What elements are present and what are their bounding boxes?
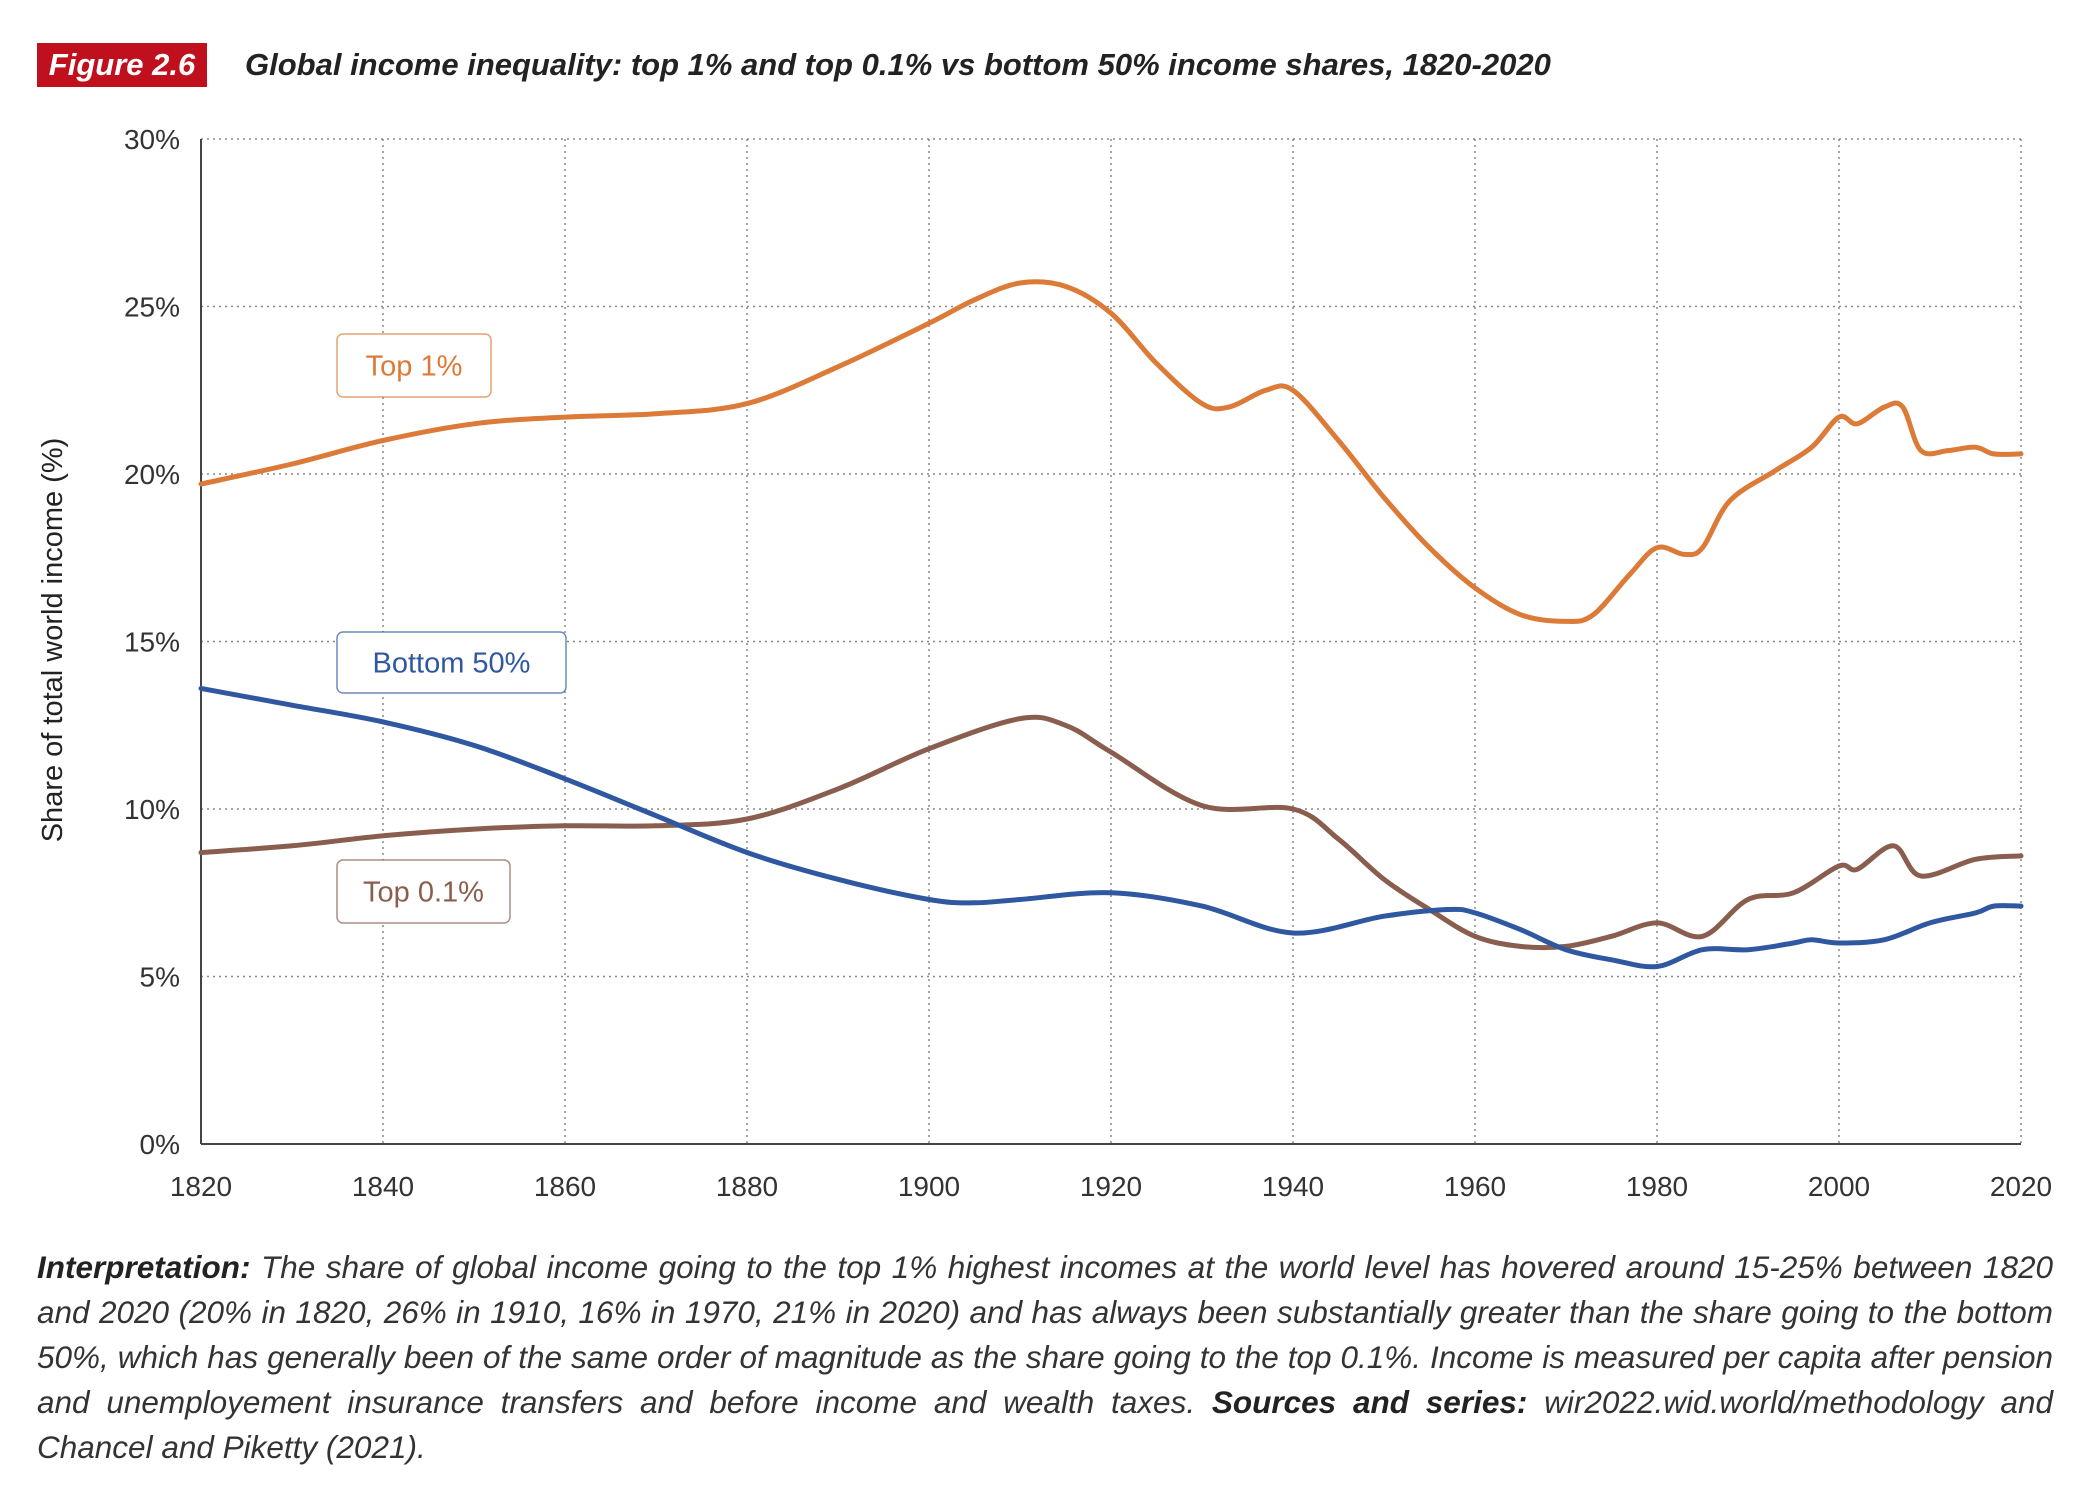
x-tick-label: 1980 <box>1626 1171 1688 1202</box>
y-tick-label: 10% <box>124 794 180 825</box>
x-tick-label: 1840 <box>352 1171 414 1202</box>
series-line-top-1- <box>198 279 2024 624</box>
x-tick-label: 2020 <box>1990 1171 2052 1202</box>
series-label-top-1-: Top 1% <box>336 333 492 398</box>
figure-title: Global income inequality: top 1% and top… <box>245 47 1551 82</box>
y-tick-label: 5% <box>140 962 180 993</box>
sources-label: Sources and series: <box>1211 1384 1528 1420</box>
series-line-bottom-50- <box>198 685 2024 970</box>
y-axis-label: Share of total world income (%) <box>37 438 69 843</box>
x-tick-label: 2000 <box>1808 1171 1870 1202</box>
x-tick-label: 1940 <box>1262 1171 1324 1202</box>
series-lines <box>198 279 2024 970</box>
interpretation-text: The share of global income going to the … <box>37 1249 2053 1420</box>
y-tick-label: 20% <box>124 459 180 490</box>
sources-text: wir2022.wid.world/methodology and Chance… <box>37 1384 2053 1465</box>
x-tick-label: 1860 <box>534 1171 596 1202</box>
y-tick-label: 30% <box>124 124 180 155</box>
svg-text:Top 0.1%: Top 0.1% <box>363 877 484 909</box>
interpretation-note: Interpretation: The share of global inco… <box>37 1245 2053 1470</box>
series-label-top-0-1-: Top 0.1% <box>336 859 511 924</box>
y-tick-label: 15% <box>124 627 180 658</box>
svg-text:Top 1%: Top 1% <box>366 351 463 383</box>
x-tick-label: 1820 <box>170 1171 232 1202</box>
x-tick-label: 1920 <box>1080 1171 1142 1202</box>
interpretation-label: Interpretation: <box>37 1249 251 1285</box>
x-tick-label: 1900 <box>898 1171 960 1202</box>
axes: 0% 5% 10% 15% 20% 25% 30% 1820 1840 1860 1880 1900 1… <box>124 124 2052 1202</box>
x-tick-label: 1880 <box>716 1171 778 1202</box>
series-label-bottom-50-: Bottom 50% <box>336 631 567 694</box>
y-tick-label: 0% <box>140 1129 180 1160</box>
series-labels: Top 1% Bottom 50% Top 0.1% <box>336 333 567 924</box>
figure-number-badge: Figure 2.6 <box>37 43 207 87</box>
svg-text:Bottom 50%: Bottom 50% <box>373 648 531 680</box>
y-tick-label: 25% <box>124 292 180 323</box>
line-chart: 0% 5% 10% 15% 20% 25% 30% 1820 1840 1860 1880 1900 1… <box>37 124 2052 1202</box>
series-line-top-0-1- <box>198 714 2024 951</box>
x-tick-label: 1960 <box>1444 1171 1506 1202</box>
